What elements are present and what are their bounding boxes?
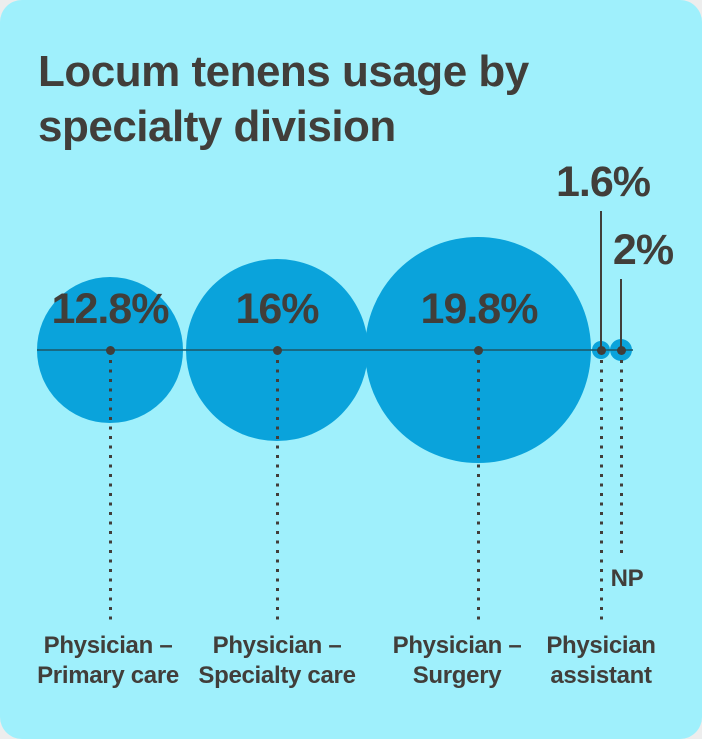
category-label-line: Primary care <box>37 662 179 689</box>
center-dot-physician-assistant <box>596 345 606 355</box>
axis-baseline <box>37 349 633 351</box>
center-dot-physician-surgery <box>473 345 483 355</box>
chart-title-line-1: Locum tenens usage by <box>38 47 529 96</box>
value-label-physician-surgery: 19.8% <box>420 285 539 333</box>
value-label-np: 2% <box>612 226 674 274</box>
dropline-physician-specialty-care <box>275 360 279 625</box>
chart-title: Locum tenens usage by specialty division <box>38 44 529 154</box>
category-label-physician-assistant: Physician assistant <box>451 631 702 691</box>
value-label-physician-primary-care: 12.8% <box>51 285 170 333</box>
dropline-np <box>619 360 623 558</box>
leader-line-physician-assistant <box>600 211 602 350</box>
leader-line-np <box>620 279 622 350</box>
dropline-physician-assistant <box>599 360 603 622</box>
category-label-line: Physician – <box>212 632 342 659</box>
category-label-line: Surgery <box>412 662 502 689</box>
value-label-physician-assistant: 1.6% <box>555 158 651 206</box>
category-label-line: NP <box>610 565 644 592</box>
center-dot-physician-specialty-care <box>272 345 282 355</box>
center-dot-np <box>616 345 626 355</box>
center-dot-physician-primary-care <box>105 345 115 355</box>
category-label-physician-specialty-care: Physician – Specialty care <box>127 631 427 691</box>
category-label-np: NP <box>477 564 702 594</box>
category-label-line: Specialty care <box>198 662 356 689</box>
category-label-physician-surgery: Physician – Surgery <box>307 631 607 691</box>
category-label-line: Physician – <box>43 632 173 659</box>
category-label-line: assistant <box>550 662 652 689</box>
value-label-physician-specialty-care: 16% <box>235 285 319 333</box>
dropline-physician-surgery <box>476 360 480 625</box>
chart-title-line-2: specialty division <box>38 102 396 151</box>
category-label-line: Physician – <box>392 632 522 659</box>
category-label-line: Physician <box>546 632 656 659</box>
dropline-physician-primary-care <box>108 360 112 625</box>
category-label-physician-primary-care: Physician – Primary care <box>0 631 258 691</box>
